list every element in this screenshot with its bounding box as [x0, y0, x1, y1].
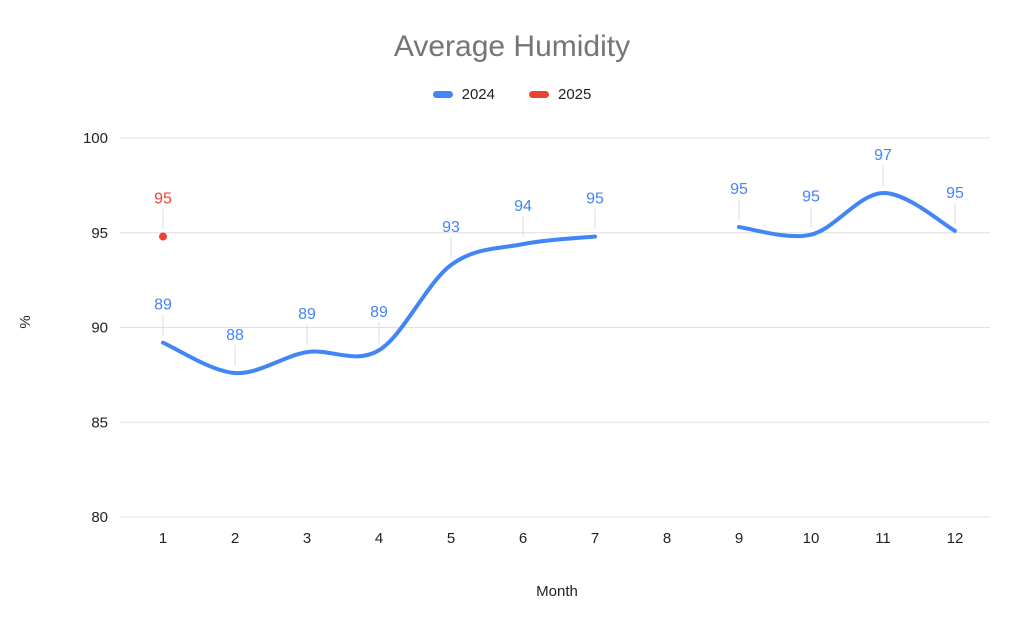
- series-line-2024: [737, 190, 957, 239]
- grid-layer: [120, 137, 990, 518]
- series-point-2025: [159, 232, 167, 241]
- legend-item-2024[interactable]: 2024: [432, 86, 495, 103]
- x-axis-title: Month: [536, 583, 578, 600]
- data-label-2024: 88: [226, 327, 244, 344]
- legend-item-2025[interactable]: 2025: [529, 86, 591, 103]
- data-label-2024: 94: [514, 198, 532, 215]
- y-tick-label: 80: [91, 509, 108, 526]
- data-label-2024: 89: [154, 297, 172, 314]
- y-tick-label: 90: [91, 320, 108, 337]
- x-tick-label: 8: [663, 530, 671, 547]
- x-tick-label: 3: [303, 530, 311, 547]
- x-tick-label: 9: [735, 530, 743, 547]
- data-label-2025: 95: [154, 191, 172, 208]
- data-label-2024: 95: [730, 181, 748, 198]
- x-tick-label: 10: [803, 530, 820, 547]
- x-tick-label: 4: [375, 530, 383, 547]
- chart-legend: 2024 2025: [0, 86, 1024, 103]
- data-label-2024: 95: [946, 185, 964, 202]
- data-label-2024: 95: [586, 191, 604, 208]
- y-tick-label: 100: [83, 130, 108, 147]
- data-label-2024: 89: [370, 304, 388, 321]
- data-label-2024: 89: [298, 306, 316, 323]
- series-line-2024: [161, 234, 597, 375]
- data-label-2024: 97: [874, 147, 892, 164]
- legend-swatch-2024-icon: [432, 91, 453, 98]
- x-tick-label: 5: [447, 530, 455, 547]
- y-tick-label: 85: [91, 414, 108, 431]
- x-tick-label: 11: [875, 530, 891, 547]
- legend-swatch-2025-icon: [529, 91, 549, 98]
- legend-label-2024: 2024: [461, 86, 495, 103]
- data-label-2024: 93: [442, 219, 460, 236]
- legend-label-2025: 2025: [558, 86, 592, 103]
- series-layer: 89 88 89 89 93 94 95 95 95 97 95 95: [154, 147, 964, 375]
- chart-title: Average Humidity: [393, 30, 631, 63]
- x-tick-label: 2: [231, 530, 239, 547]
- y-axis-title: %: [17, 315, 34, 328]
- x-tick-label: 7: [591, 530, 599, 547]
- x-tick-label: 6: [519, 530, 527, 547]
- x-tick-label: 12: [947, 530, 964, 547]
- x-tick-label: 1: [159, 530, 167, 547]
- data-label-2024: 95: [802, 189, 820, 206]
- y-tick-label: 95: [91, 225, 108, 242]
